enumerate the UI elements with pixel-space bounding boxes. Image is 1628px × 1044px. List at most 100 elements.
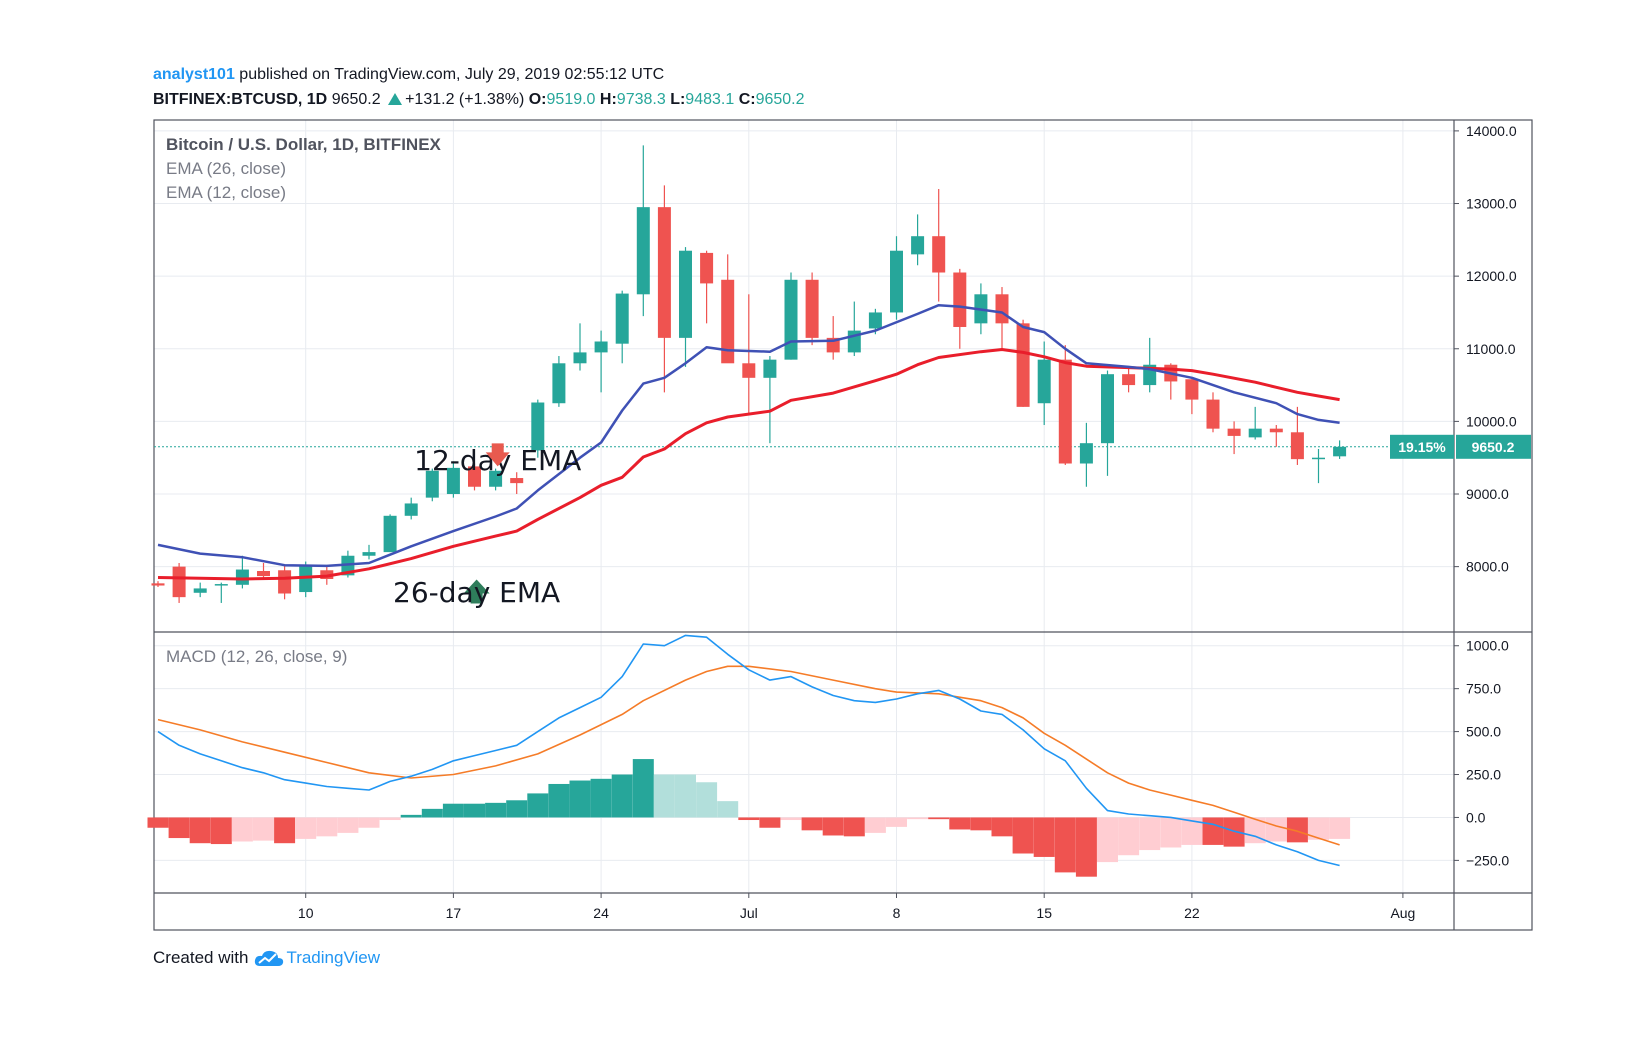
price-change: +131.2 (+1.38%)	[405, 91, 525, 108]
candle	[235, 555, 249, 589]
up-arrow-icon	[388, 93, 403, 105]
candle-body	[1079, 443, 1093, 464]
tradingview-cloud-icon	[255, 950, 284, 966]
macd-histogram-bar	[949, 817, 971, 830]
close-label: C:	[738, 91, 756, 108]
macd-histogram-bar	[632, 759, 654, 818]
price-tag	[1390, 434, 1531, 459]
macd-signal-line	[157, 665, 1340, 846]
candle-body	[151, 583, 165, 586]
candle-body	[742, 363, 756, 378]
candle	[552, 356, 566, 407]
price-tag-percent-bg	[1390, 434, 1454, 459]
macd-histogram-bar	[316, 817, 338, 837]
macd-histogram-bar	[337, 817, 359, 833]
candle-body	[805, 279, 819, 338]
macd-histogram-bar	[886, 817, 907, 827]
candle-body	[214, 584, 228, 586]
price-tag-percent: 19.15%	[1398, 439, 1446, 455]
macd-histogram-bar	[1012, 817, 1034, 854]
candle	[278, 565, 292, 600]
open-label: O:	[528, 91, 547, 108]
low-value: 9483.1	[685, 91, 735, 108]
candle-body	[1269, 428, 1283, 433]
candle	[1248, 406, 1262, 440]
candle-body	[510, 478, 524, 484]
macd-histogram-bar	[1118, 817, 1140, 856]
macd-histogram-bar	[970, 817, 992, 831]
macd-histogram-bar	[527, 793, 549, 818]
published-text: published on TradingView.com, July 29, 2…	[234, 66, 665, 83]
author-link[interactable]: analyst101	[153, 66, 235, 83]
annotation-26day-ema: 26-day EMA	[393, 576, 560, 609]
high-value: 9738.3	[616, 91, 666, 108]
up-arrow-icon	[463, 579, 490, 604]
macd-axis-label: 1000.0	[1466, 638, 1509, 654]
candle-body	[362, 552, 376, 556]
macd-histogram-bar	[168, 817, 190, 839]
macd-axis-label: 750.0	[1466, 681, 1501, 697]
candle	[510, 472, 524, 495]
candle-body	[404, 503, 418, 516]
price-axis-label: 12000.0	[1466, 268, 1517, 284]
candle-body	[953, 272, 967, 327]
candle-body	[995, 294, 1009, 324]
macd-histogram-bar	[780, 817, 802, 821]
candle	[847, 301, 861, 357]
macd-histogram-bar	[611, 774, 633, 818]
candle	[404, 497, 418, 520]
macd-histogram-bar	[485, 802, 507, 818]
candle-body	[1312, 457, 1325, 460]
open-value: 9519.0	[546, 91, 596, 108]
candle-body	[594, 341, 608, 353]
candle-body	[193, 588, 207, 593]
candle	[1312, 448, 1325, 484]
macd-histogram-bar	[590, 778, 612, 818]
macd-histogram-bar	[506, 800, 528, 818]
candle-body	[383, 515, 397, 553]
candle	[1227, 421, 1241, 455]
publish-info: analyst101 published on TradingView.com,…	[153, 66, 664, 84]
candle-body	[573, 352, 587, 364]
candle	[446, 461, 460, 498]
candle-body	[700, 252, 714, 284]
candle	[193, 582, 207, 598]
candle	[299, 561, 313, 598]
candle-body	[1185, 379, 1199, 400]
macd-histogram-bar	[738, 817, 760, 821]
candle-body	[1248, 428, 1262, 438]
candle-body	[425, 470, 439, 498]
macd-histogram-bar	[1075, 817, 1097, 877]
candle-body	[172, 566, 186, 598]
tradingview-brand-link[interactable]: TradingView	[286, 948, 380, 967]
macd-histogram-bar	[928, 817, 950, 820]
candle-body	[235, 569, 249, 585]
candle	[214, 582, 228, 603]
candle	[1016, 319, 1030, 407]
macd-histogram-bar	[696, 782, 718, 818]
candle	[1185, 377, 1199, 415]
candle	[1290, 406, 1304, 465]
macd-histogram-bar	[1054, 817, 1076, 873]
macd-histogram-bar	[1033, 817, 1055, 857]
symbol-label: BITFINEX:BTCUSD, 1D	[153, 91, 328, 108]
close-value: 9650.2	[755, 91, 805, 108]
candle-body	[257, 570, 270, 577]
price-legend-item: EMA (12, close)	[166, 183, 286, 202]
macd-histogram-bar	[210, 817, 232, 845]
macd-histogram-bar	[442, 803, 464, 818]
macd-histogram-bar	[400, 814, 422, 818]
candle	[1122, 366, 1136, 393]
macd-histogram-bar	[1308, 817, 1329, 840]
candle	[679, 247, 692, 367]
candle	[151, 581, 165, 587]
macd-histogram-bar	[675, 774, 696, 818]
candle	[932, 188, 946, 302]
price-axis-label: 13000.0	[1466, 196, 1517, 212]
candle-body	[489, 470, 503, 487]
candle	[805, 272, 819, 346]
candle-body	[278, 570, 292, 594]
candle	[1333, 440, 1347, 459]
macd-axis-label: 250.0	[1466, 767, 1501, 783]
macd-histogram-bar	[231, 817, 253, 842]
